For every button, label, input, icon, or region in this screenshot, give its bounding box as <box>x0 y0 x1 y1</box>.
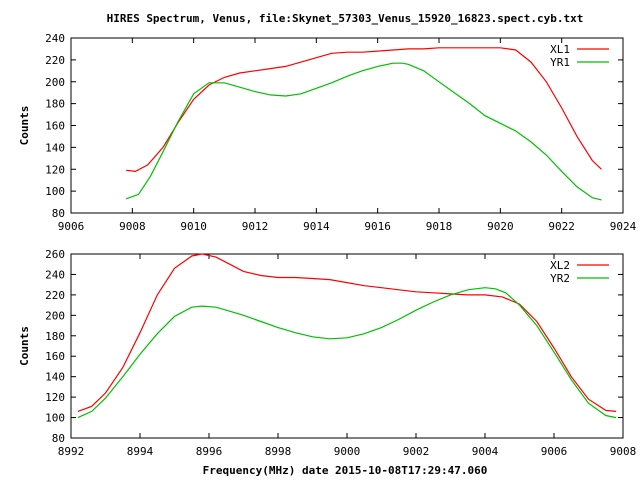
legend-label: XL1 <box>550 43 570 56</box>
x-tick-label: 9022 <box>548 220 575 233</box>
panel-1: 9006 9008 9010 9012 9014 9016 9018 9020 9022 9024… <box>18 32 637 233</box>
x-tick-label: 9006 <box>541 445 568 458</box>
x-tick-label: 9016 <box>364 220 391 233</box>
series-line-yr1 <box>125 62 602 201</box>
plot-panels: 9006 9008 9010 9012 9014 9016 9018 9020 9022 9024… <box>18 32 637 458</box>
y-tick-label: 120 <box>45 391 65 404</box>
x-tick-label: 9020 <box>487 220 514 233</box>
y-tick-label: 120 <box>45 163 65 176</box>
x-tick-label: 9004 <box>472 445 499 458</box>
y-tick-label: 80 <box>52 432 65 445</box>
y-tick-label: 100 <box>45 185 65 198</box>
y-tick-label: 160 <box>45 350 65 363</box>
x-tick-label: 9008 <box>119 220 146 233</box>
y-tick-label: 200 <box>45 76 65 89</box>
x-tick-label: 9018 <box>426 220 453 233</box>
legend-label: XL2 <box>550 259 570 272</box>
x-tick-label: 9014 <box>303 220 330 233</box>
x-tick-label: 8992 <box>58 445 85 458</box>
y-tick-label: 140 <box>45 141 65 154</box>
series-line-yr2 <box>77 287 617 419</box>
y-tick-label: 140 <box>45 371 65 384</box>
x-tick-label: 9010 <box>180 220 207 233</box>
x-tick-label: 9000 <box>334 445 361 458</box>
y-tick-label: 100 <box>45 412 65 425</box>
y-tick-label: 200 <box>45 309 65 322</box>
series-line-xl2 <box>77 253 617 412</box>
legend-label: YR1 <box>550 56 570 69</box>
x-tick-label: 9006 <box>58 220 85 233</box>
y-tick-label: 260 <box>45 248 65 261</box>
y-tick-label: 240 <box>45 32 65 45</box>
y-tick-label: 220 <box>45 54 65 67</box>
y-tick-label: 180 <box>45 330 65 343</box>
x-tick-label: 8996 <box>196 445 223 458</box>
panel-2: 8992 8994 8996 8998 9000 9002 9004 9006 9008 80 10… <box>18 248 636 458</box>
x-tick-label: 9002 <box>403 445 430 458</box>
y-tick-label: 240 <box>45 268 65 281</box>
y-tick-label: 160 <box>45 120 65 133</box>
x-tick-label: 8998 <box>265 445 292 458</box>
y-tick-label: 220 <box>45 289 65 302</box>
x-tick-label: 9012 <box>242 220 269 233</box>
y-tick-label: 180 <box>45 98 65 111</box>
chart-title: HIRES Spectrum, Venus, file:Skynet_57303… <box>107 12 584 25</box>
y-axis-label: Counts <box>18 106 31 146</box>
plot-frame <box>70 37 624 214</box>
x-tick-label: 9024 <box>610 220 637 233</box>
series-line-xl1 <box>126 47 602 173</box>
y-tick-label: 80 <box>52 207 65 220</box>
y-axis-label: Counts <box>18 326 31 366</box>
legend-label: YR2 <box>550 272 570 285</box>
x-tick-label: 9008 <box>610 445 637 458</box>
x-axis-label: Frequency(MHz) date 2015-10-08T17:29:47.… <box>203 464 488 477</box>
plot-frame <box>70 253 624 439</box>
x-tick-label: 8994 <box>127 445 154 458</box>
